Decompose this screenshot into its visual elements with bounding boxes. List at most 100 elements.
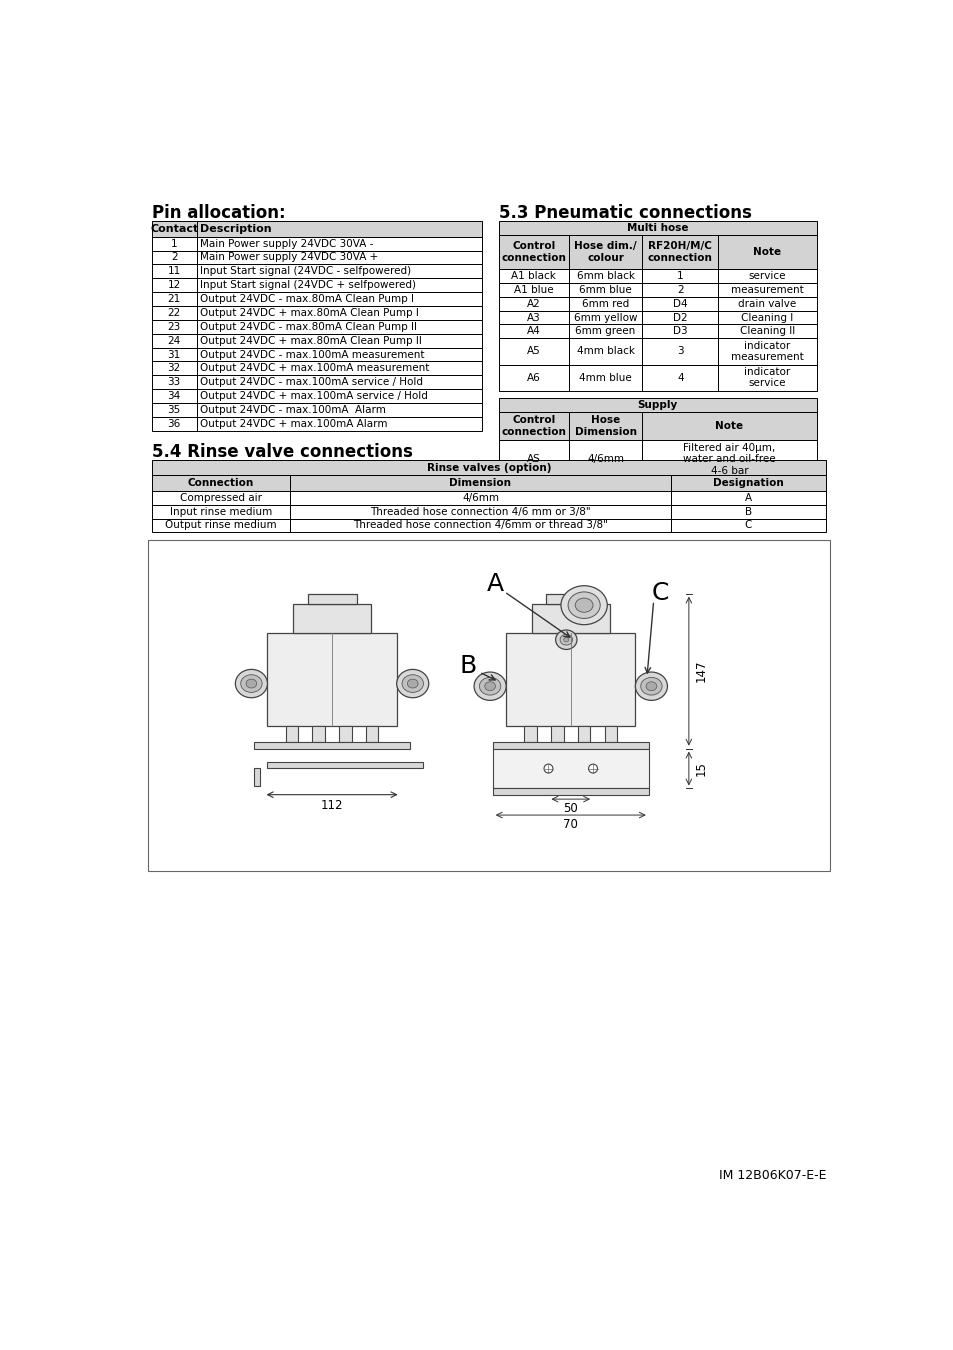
Text: Output 24VDC - max.100mA  Alarm: Output 24VDC - max.100mA Alarm xyxy=(199,405,385,414)
Bar xyxy=(641,235,718,269)
Bar xyxy=(498,324,568,339)
Text: 6mm green: 6mm green xyxy=(575,327,635,336)
Bar xyxy=(290,505,670,518)
Bar xyxy=(568,235,641,269)
Ellipse shape xyxy=(396,670,428,698)
Text: 32: 32 xyxy=(168,363,181,374)
Bar xyxy=(493,749,648,788)
Bar xyxy=(568,284,641,297)
Bar xyxy=(718,310,816,324)
Text: indicator
service: indicator service xyxy=(743,367,790,389)
Bar xyxy=(498,297,568,310)
Text: Output 24VDC + max.80mA Clean Pump II: Output 24VDC + max.80mA Clean Pump II xyxy=(199,336,421,346)
Text: 5.3 Pneumatic connections: 5.3 Pneumatic connections xyxy=(498,204,751,223)
Text: 4/6mm: 4/6mm xyxy=(586,454,623,464)
Bar xyxy=(196,236,481,251)
Text: A1 black: A1 black xyxy=(511,271,556,281)
Bar xyxy=(568,440,641,478)
Text: 15: 15 xyxy=(695,761,707,776)
Bar xyxy=(152,278,196,292)
Text: Filtered air 40μm,
water and oil-free
4-6 bar: Filtered air 40μm, water and oil-free 4-… xyxy=(682,443,775,475)
Ellipse shape xyxy=(645,682,656,691)
Bar xyxy=(670,518,825,532)
Ellipse shape xyxy=(567,591,599,618)
Ellipse shape xyxy=(635,672,667,701)
Bar xyxy=(290,491,670,505)
Text: Designation: Designation xyxy=(713,478,783,489)
Bar xyxy=(290,518,670,532)
Bar xyxy=(498,412,568,440)
Text: 3: 3 xyxy=(677,347,683,356)
Text: C: C xyxy=(744,521,751,531)
Text: 24: 24 xyxy=(168,336,181,346)
Bar xyxy=(568,269,641,284)
Text: Hose
Dimension: Hose Dimension xyxy=(574,416,636,437)
Text: Cleaning II: Cleaning II xyxy=(740,327,795,336)
Bar xyxy=(152,320,196,333)
Bar xyxy=(152,265,196,278)
Text: C: C xyxy=(651,580,668,605)
Text: Control
connection: Control connection xyxy=(501,242,566,263)
Text: measurement: measurement xyxy=(730,285,803,294)
Text: 11: 11 xyxy=(168,266,181,277)
Text: A6: A6 xyxy=(526,373,540,382)
Text: 36: 36 xyxy=(168,418,181,429)
Text: Input Start signal (24VDC - selfpowered): Input Start signal (24VDC - selfpowered) xyxy=(199,266,411,277)
Bar xyxy=(152,417,196,431)
Text: A2: A2 xyxy=(526,298,540,309)
Ellipse shape xyxy=(640,678,661,695)
Text: AS: AS xyxy=(526,454,540,464)
Bar xyxy=(152,389,196,404)
Bar xyxy=(604,725,617,741)
Bar xyxy=(578,725,590,741)
Text: 31: 31 xyxy=(168,350,181,359)
Bar xyxy=(313,725,325,741)
Text: Hose dim./
colour: Hose dim./ colour xyxy=(574,242,637,263)
Bar xyxy=(568,364,641,390)
Bar xyxy=(290,475,670,491)
Text: Output 24VDC - max.100mA measurement: Output 24VDC - max.100mA measurement xyxy=(199,350,424,359)
Text: IM 12B06K07-E-E: IM 12B06K07-E-E xyxy=(718,1169,825,1183)
Bar xyxy=(641,297,718,310)
Bar xyxy=(498,235,568,269)
Bar xyxy=(498,284,568,297)
Bar xyxy=(152,221,196,236)
Bar xyxy=(152,475,290,491)
Ellipse shape xyxy=(563,637,568,643)
Text: drain valve: drain valve xyxy=(738,298,796,309)
Text: 1: 1 xyxy=(677,271,683,281)
Bar xyxy=(498,310,568,324)
Bar xyxy=(152,306,196,320)
Text: Output 24VDC + max.100mA Alarm: Output 24VDC + max.100mA Alarm xyxy=(199,418,387,429)
Text: D4: D4 xyxy=(672,298,687,309)
Bar xyxy=(196,306,481,320)
Bar xyxy=(498,221,816,235)
Bar xyxy=(152,404,196,417)
Text: service: service xyxy=(748,271,785,281)
Text: A4: A4 xyxy=(526,327,540,336)
Text: 23: 23 xyxy=(168,321,181,332)
Bar xyxy=(196,333,481,347)
Text: 4mm blue: 4mm blue xyxy=(578,373,631,382)
Text: 4/6mm: 4/6mm xyxy=(461,493,498,502)
Text: Output 24VDC - max.80mA Clean Pump I: Output 24VDC - max.80mA Clean Pump I xyxy=(199,294,414,304)
Text: Pin allocation:: Pin allocation: xyxy=(152,204,285,223)
Bar xyxy=(568,339,641,365)
Bar xyxy=(568,297,641,310)
Bar xyxy=(641,284,718,297)
Text: Supply: Supply xyxy=(638,401,678,410)
Bar xyxy=(152,333,196,347)
Ellipse shape xyxy=(240,675,262,693)
Bar xyxy=(196,404,481,417)
Text: Output 24VDC + max.100mA measurement: Output 24VDC + max.100mA measurement xyxy=(199,363,429,374)
Bar xyxy=(718,235,816,269)
Ellipse shape xyxy=(484,682,495,691)
Text: Output 24VDC - max.100mA service / Hold: Output 24VDC - max.100mA service / Hold xyxy=(199,377,422,387)
Bar xyxy=(152,518,290,532)
Ellipse shape xyxy=(407,679,417,688)
Text: Note: Note xyxy=(753,247,781,256)
Bar xyxy=(718,324,816,339)
Text: 2: 2 xyxy=(677,285,683,294)
Bar xyxy=(152,292,196,306)
Text: 112: 112 xyxy=(320,799,343,811)
